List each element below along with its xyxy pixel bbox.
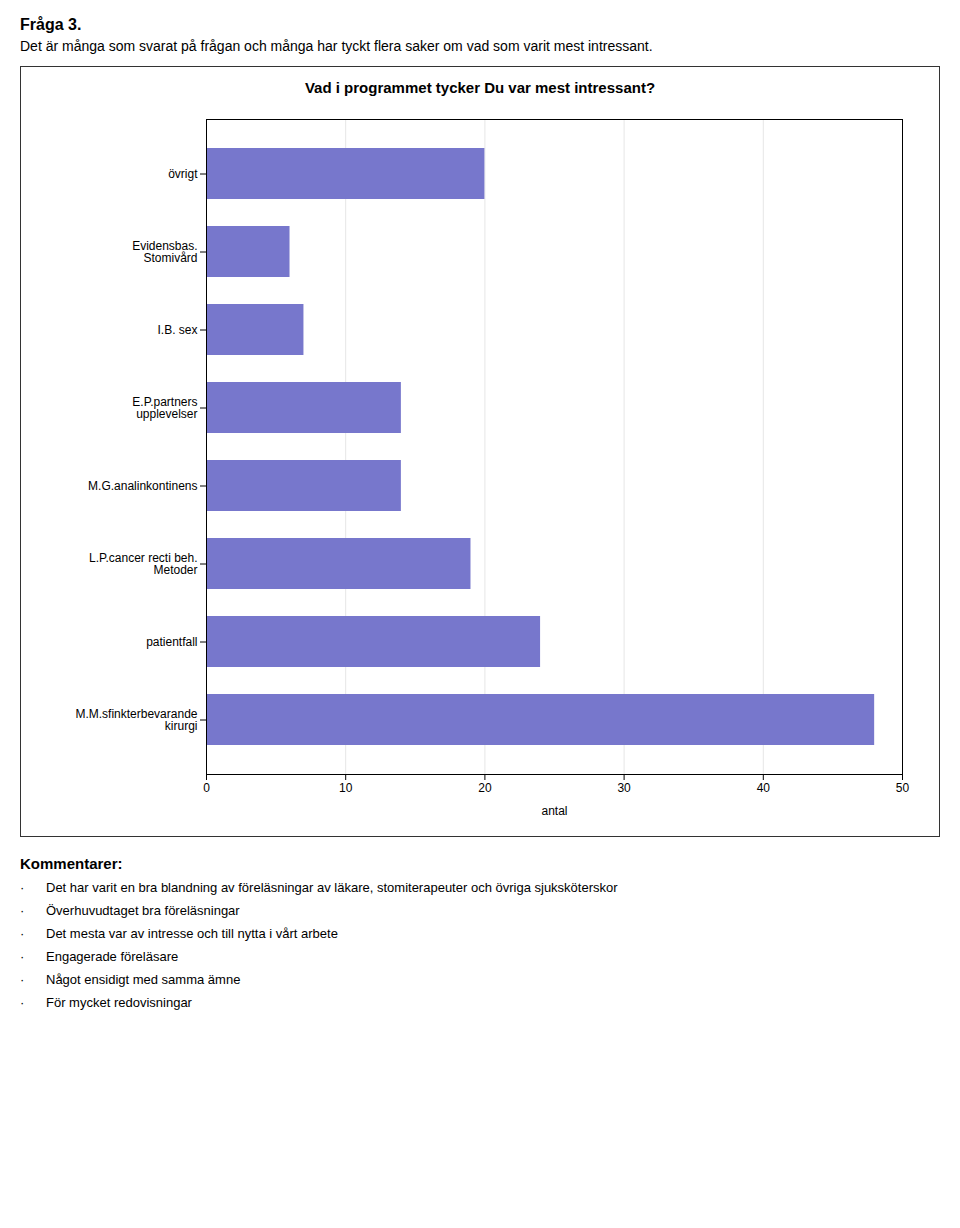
svg-text:I.B. sex: I.B. sex (157, 323, 197, 337)
svg-text:40: 40 (757, 781, 771, 795)
html-text:Kommentarer:: Kommentarer: (20, 855, 123, 872)
svg-text:Evidensbas.Stomivård: Evidensbas.Stomivård (132, 239, 197, 265)
html-text:Det är många som svarat på frå: Det är många som svarat på frågan och må… (20, 38, 653, 54)
html-text:Vad i programmet tycker Du var: Vad i programmet tycker Du var mest intr… (304, 79, 656, 96)
svg-text:antal: antal (541, 804, 567, 818)
html-text:· Det har varit en bra blandni: · Det har varit en bra blandning av före… (20, 880, 618, 895)
html-text:Fråga 3.: Fråga 3. (20, 16, 82, 33)
html-text:· Något ensidigt med samma ämn: · Något ensidigt med samma ämne (20, 972, 241, 987)
svg-text:10: 10 (339, 781, 353, 795)
svg-text:E.P.partnersupplevelser: E.P.partnersupplevelser (132, 395, 197, 421)
svg-text:50: 50 (896, 781, 910, 795)
svg-text:30: 30 (617, 781, 631, 795)
html-text:· För mycket redovisningar: · För mycket redovisningar (20, 995, 192, 1010)
html-text:· Överhuvudtaget bra föreläsni: · Överhuvudtaget bra föreläsningar (20, 903, 240, 918)
html-text:· Det mesta var av intresse oc: · Det mesta var av intresse och till nyt… (20, 926, 338, 941)
svg-text:20: 20 (478, 781, 492, 795)
svg-text:M.G.analinkontinens: M.G.analinkontinens (88, 479, 197, 493)
svg-text:L.P.cancer recti beh.Metoder: L.P.cancer recti beh.Metoder (89, 551, 198, 577)
html-text:· Engagerade föreläsare: · Engagerade föreläsare (20, 949, 179, 964)
svg-text:patientfall: patientfall (146, 635, 197, 649)
svg-text:övrigt: övrigt (168, 167, 198, 181)
svg-text:0: 0 (203, 781, 210, 795)
svg-text:M.M.sfinkterbevarandekirurgi: M.M.sfinkterbevarandekirurgi (75, 707, 197, 733)
